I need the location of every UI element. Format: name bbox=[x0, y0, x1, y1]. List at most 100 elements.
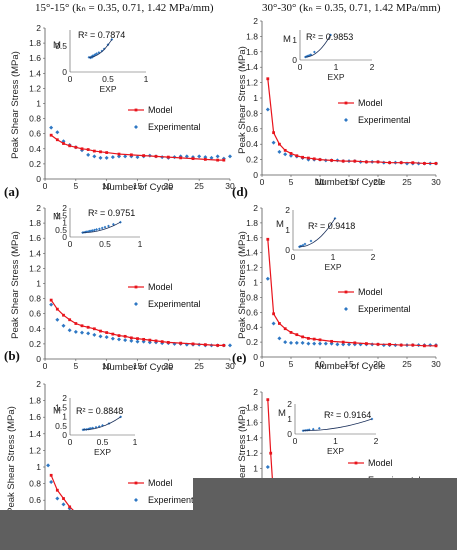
model-point bbox=[266, 237, 270, 241]
x-axis-label: Number of Cycle bbox=[103, 362, 174, 373]
model-point bbox=[301, 155, 304, 159]
y-tick-label: 0.8 bbox=[246, 292, 258, 302]
inset-y-label: M bbox=[53, 212, 61, 223]
model-point bbox=[399, 343, 403, 347]
y-tick-label: 1.2 bbox=[29, 83, 41, 93]
legend-model-marker bbox=[344, 101, 348, 105]
inset-y-tick-label: 1 bbox=[292, 35, 297, 45]
inset-point bbox=[107, 224, 110, 228]
model-point bbox=[307, 156, 310, 160]
inset-correlation-plot: 0 0.5 100.511.52M R² = 0.9751 bbox=[53, 203, 143, 249]
y-tick-label: 0.8 bbox=[29, 114, 41, 124]
y-tick-label: 0.6 bbox=[29, 495, 41, 505]
experimental-point bbox=[283, 152, 288, 157]
y-tick-label: 0.4 bbox=[29, 144, 41, 154]
model-point bbox=[99, 329, 102, 333]
inset-point bbox=[311, 427, 315, 431]
model-point bbox=[423, 162, 426, 165]
legend: Model Experimental bbox=[338, 287, 411, 314]
model-point bbox=[160, 340, 164, 344]
model-point bbox=[330, 339, 333, 343]
model-point bbox=[278, 142, 281, 146]
legend-model-marker bbox=[134, 481, 138, 485]
model-point bbox=[272, 312, 275, 316]
legend-experimental-marker bbox=[134, 302, 138, 306]
inset-point bbox=[299, 244, 303, 248]
x-tick-label: 20 bbox=[373, 359, 383, 369]
inset-x-tick-label: 0 bbox=[68, 74, 73, 84]
inset-y-tick-label: 1 bbox=[62, 412, 67, 422]
inset-y-tick-label: 1 bbox=[287, 414, 292, 424]
y-tick-label: 1.2 bbox=[29, 263, 41, 273]
experimental-point bbox=[277, 149, 282, 154]
y-tick-label: 1.6 bbox=[29, 53, 41, 63]
y-tick-label: 1.4 bbox=[29, 429, 41, 439]
experimental-point bbox=[197, 154, 202, 159]
y-tick-label: 1.6 bbox=[29, 233, 41, 243]
inset-x-tick-label: 0.5 bbox=[97, 437, 109, 447]
experimental-point bbox=[129, 338, 134, 343]
experimental-point bbox=[110, 155, 115, 160]
inset-trendline bbox=[82, 221, 121, 234]
inset-r-squared: R² = 0.9164 bbox=[324, 410, 371, 420]
model-point bbox=[434, 162, 438, 165]
legend-experimental-label: Experimental bbox=[148, 299, 201, 309]
inset-x-tick-label: 1 bbox=[138, 239, 143, 249]
model-point bbox=[154, 154, 158, 158]
model-point bbox=[341, 159, 345, 163]
experimental-point bbox=[283, 340, 288, 345]
model-point bbox=[423, 344, 426, 348]
inset-x-label: EXP bbox=[324, 262, 341, 272]
model-point bbox=[191, 342, 195, 346]
chart-panel-a: 00.20.40.60.811.21.41.61.820 5 10 15 20 25 30P… bbox=[4, 23, 235, 199]
inset-y-tick-label: 0 bbox=[62, 67, 67, 77]
experimental-point bbox=[92, 332, 97, 337]
inset-x-tick-label: 0 bbox=[68, 437, 73, 447]
panel-label: (d) bbox=[232, 184, 248, 199]
inset-y-tick-label: 2 bbox=[287, 399, 292, 409]
y-tick-label: 2 bbox=[253, 203, 258, 213]
y-tick-label: 0 bbox=[36, 354, 41, 364]
y-axis-label: Peak Shear Stress (MPa) bbox=[10, 231, 21, 339]
experimental-point bbox=[271, 321, 276, 326]
x-tick-label: 15 bbox=[133, 181, 143, 191]
inset-y-tick-label: 0.5 bbox=[55, 421, 67, 431]
chart-panel-e: 00.20.40.60.811.21.41.61.820 5 10 15 20 25 30P… bbox=[232, 203, 441, 372]
x-tick-label: 15 bbox=[344, 177, 354, 187]
inset-y-label: M bbox=[53, 40, 61, 51]
panel-label: (e) bbox=[232, 350, 246, 365]
model-point bbox=[283, 148, 287, 152]
legend: Model Experimental bbox=[128, 478, 201, 505]
model-point bbox=[301, 335, 304, 339]
inset-point bbox=[317, 426, 321, 430]
inset-point bbox=[110, 38, 114, 41]
y-tick-label: 0.6 bbox=[29, 129, 41, 139]
inset-point bbox=[313, 50, 316, 54]
experimental-point bbox=[123, 154, 128, 159]
model-point bbox=[353, 341, 357, 345]
model-point bbox=[434, 344, 438, 348]
model-point bbox=[399, 161, 403, 165]
model-point bbox=[411, 161, 415, 165]
model-point bbox=[117, 334, 121, 337]
y-tick-label: 0.8 bbox=[29, 479, 41, 489]
y-tick-label: 1.2 bbox=[29, 445, 41, 455]
inset-y-tick-label: 1 bbox=[285, 225, 290, 235]
y-tick-label: 1.6 bbox=[246, 418, 258, 428]
legend-experimental-marker bbox=[134, 125, 138, 129]
y-tick-label: 1.8 bbox=[29, 218, 41, 228]
experimental-point bbox=[73, 329, 78, 334]
model-point bbox=[68, 144, 72, 148]
model-point bbox=[49, 133, 53, 137]
inset-x-tick-label: 1 bbox=[333, 436, 338, 446]
inset-y-tick-label: 0 bbox=[62, 430, 67, 440]
legend-model-marker bbox=[354, 461, 358, 465]
y-tick-label: 0.8 bbox=[246, 108, 258, 118]
x-tick-label: 10 bbox=[315, 359, 325, 369]
x-tick-label: 25 bbox=[402, 177, 412, 187]
y-tick-label: 1.4 bbox=[29, 248, 41, 258]
model-point bbox=[341, 340, 345, 344]
